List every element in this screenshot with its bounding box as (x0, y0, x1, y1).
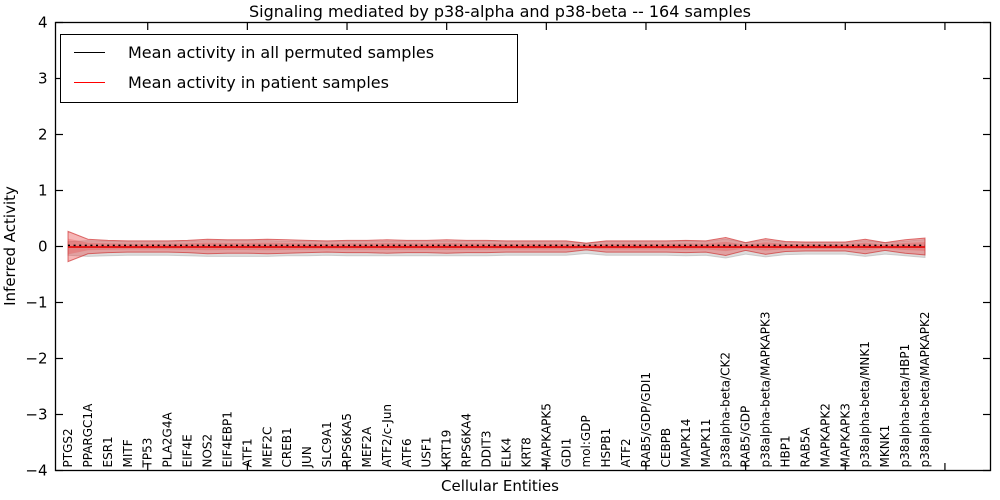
x-category-label: MEF2C (260, 427, 274, 468)
x-category-label: RAB5/GDP/GDI1 (639, 372, 653, 468)
y-tick-label: 0 (38, 238, 48, 256)
x-category-label: TP53 (141, 438, 155, 469)
x-category-label: p38alpha-beta/CK2 (719, 352, 733, 467)
x-category-label: SLC9A1 (320, 421, 334, 467)
x-category-label: PLA2G4A (161, 412, 175, 468)
y-tick-label: 4 (38, 14, 48, 32)
x-category-label: MAPKAPK3 (838, 403, 852, 467)
x-category-label: p38alpha-beta/HBP1 (898, 344, 912, 468)
x-axis-label: Cellular Entities (441, 477, 559, 495)
x-category-label: RAB5/GDP (739, 406, 753, 468)
x-category-label: MKNK1 (878, 425, 892, 468)
y-tick-label: 1 (38, 182, 48, 200)
y-tick-label: −3 (25, 406, 47, 424)
legend-label-permuted: Mean activity in all permuted samples (128, 43, 435, 62)
x-category-label: RAB5A (798, 427, 812, 468)
x-category-label: RPS6KA4 (460, 413, 474, 467)
x-category-label: KRT8 (519, 437, 533, 467)
x-category-label: ATF1 (240, 438, 254, 467)
legend: Mean activity in all permuted samples Me… (60, 34, 518, 103)
x-category-label: ATF2 (619, 438, 633, 467)
x-category-label: PTGS2 (61, 428, 75, 467)
y-tick-label: 3 (38, 70, 48, 88)
x-category-label: GDI1 (559, 438, 573, 468)
x-category-label: ATF6 (400, 438, 414, 467)
x-category-label: EIF4E (181, 434, 195, 467)
x-category-label: MAPKAPK5 (539, 403, 553, 467)
x-category-label: EIF4EBP1 (220, 411, 234, 467)
x-category-label: USF1 (420, 437, 434, 468)
x-category-label: p38alpha-beta/MAPKAPK3 (759, 312, 773, 468)
x-category-label: MITF (121, 439, 135, 467)
x-category-label: MEF2A (360, 426, 374, 467)
x-category-label: CEBPB (659, 428, 673, 468)
x-category-label: HBP1 (778, 435, 792, 467)
x-category-label: MAPK11 (699, 419, 713, 468)
x-category-label: CREB1 (280, 427, 294, 467)
patient-line-swatch (74, 82, 105, 83)
x-category-label: p38alpha-beta/MAPKAPK2 (918, 312, 932, 468)
x-category-label: PPARGC1A (81, 403, 95, 468)
legend-label-patient: Mean activity in patient samples (128, 73, 389, 92)
x-category-label: JUN (300, 446, 314, 468)
x-category-label: KRT19 (440, 430, 454, 468)
y-axis-label: Inferred Activity (1, 186, 19, 306)
x-category-label: MAPK14 (679, 419, 693, 468)
legend-item-patient: Mean activity in patient samples (74, 72, 509, 93)
x-category-label: ELK4 (499, 438, 513, 468)
x-category-label: p38alpha-beta/MNK1 (858, 341, 872, 467)
y-tick-label: −2 (25, 350, 47, 368)
x-category-label: RPS6KA5 (340, 413, 354, 467)
x-category-label: MAPKAPK2 (818, 403, 832, 467)
x-category-label: DDIT3 (480, 431, 494, 468)
x-category-label: mol:GDP (579, 415, 593, 467)
x-category-label: ATF2/c-Jun (380, 404, 394, 468)
x-category-label: ESR1 (101, 436, 115, 467)
permuted-line-swatch (74, 52, 105, 53)
y-tick-label: −4 (25, 462, 47, 480)
legend-item-permuted: Mean activity in all permuted samples (74, 42, 509, 63)
x-category-label: NOS2 (201, 434, 215, 468)
y-tick-label: −1 (25, 294, 47, 312)
chart-title: Signaling mediated by p38-alpha and p38-… (248, 2, 751, 21)
y-tick-label: 2 (38, 126, 48, 144)
x-category-label: HSPB1 (599, 428, 613, 468)
